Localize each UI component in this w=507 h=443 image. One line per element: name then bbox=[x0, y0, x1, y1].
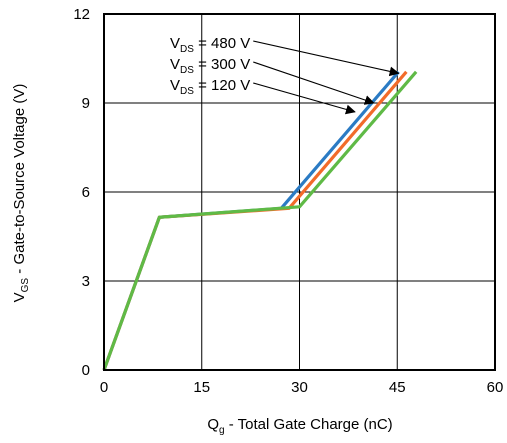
annotation-sub: DS bbox=[180, 44, 194, 55]
x-axis-title-rest: - Total Gate Charge (nC) bbox=[225, 416, 393, 433]
annotation-main: V bbox=[170, 35, 180, 52]
series-line-1 bbox=[102, 70, 400, 371]
y-tick-label: 9 bbox=[82, 95, 90, 112]
annotation-sub: DS bbox=[180, 86, 194, 97]
annotation-sub: DS bbox=[180, 65, 194, 76]
y-axis-title-sub: GS bbox=[20, 278, 31, 293]
y-tick-label: 6 bbox=[82, 184, 90, 201]
annotation-arrow bbox=[253, 82, 356, 115]
x-axis-title: Qg - Total Gate Charge (nC) bbox=[207, 416, 392, 436]
series-annotation-label: VDS = 120 V bbox=[170, 77, 250, 97]
grid bbox=[104, 14, 495, 370]
series-annotation-label: VDS = 480 V bbox=[170, 35, 250, 55]
series-layer bbox=[102, 70, 418, 371]
y-tick-label: 12 bbox=[73, 6, 90, 23]
x-tick-label: 45 bbox=[389, 379, 406, 396]
y-tick-label: 0 bbox=[82, 362, 90, 379]
plot-frame bbox=[103, 13, 496, 371]
x-axis-title-main: Q bbox=[207, 416, 219, 433]
tick-labels: 0 15 30 45 60 0 3 6 9 12 bbox=[73, 6, 503, 396]
series-annotation-label: VDS = 300 V bbox=[170, 56, 250, 76]
annotation-rest: = 300 V bbox=[194, 56, 250, 73]
x-tick-label: 15 bbox=[193, 379, 210, 396]
annotation-rest: = 120 V bbox=[194, 77, 250, 94]
annotation-arrow bbox=[253, 40, 400, 77]
x-tick-label: 30 bbox=[291, 379, 308, 396]
x-axis-title-sub: g bbox=[219, 425, 225, 436]
series-line-3 bbox=[102, 70, 418, 371]
y-axis-title-main: V bbox=[11, 292, 28, 302]
y-axis-title: VGS - Gate-to-Source Voltage (V) bbox=[11, 84, 31, 303]
x-tick-label: 60 bbox=[487, 379, 504, 396]
annotation-arrow bbox=[253, 61, 375, 105]
y-tick-label: 3 bbox=[82, 273, 90, 290]
x-tick-label: 0 bbox=[100, 379, 108, 396]
annotation-rest: = 480 V bbox=[194, 35, 250, 52]
annotation-main: V bbox=[170, 56, 180, 73]
y-axis-title-rest: - Gate-to-Source Voltage (V) bbox=[11, 84, 28, 278]
annotation-main: V bbox=[170, 77, 180, 94]
